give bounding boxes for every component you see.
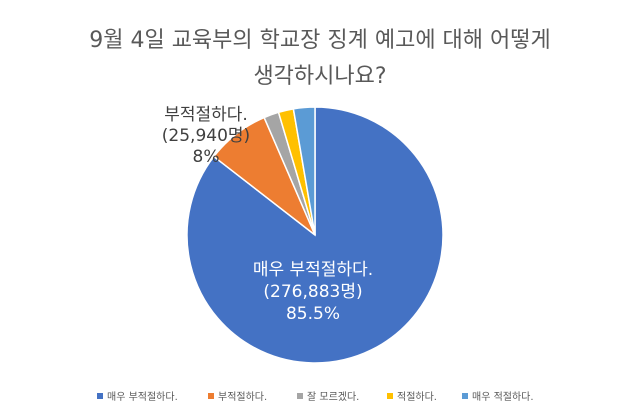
chart-title-line-1: 9월 4일 교육부의 학교장 징계 예고에 대해 어떻게 — [89, 28, 551, 53]
data-labels: 매우 부적절하다. (276,883명) 85.5% 부적절하다. (25,94… — [162, 105, 373, 324]
chart-title-line-2: 생각하시나요? — [253, 64, 386, 89]
data-label-inappropriate-name: 부적절하다. — [164, 105, 248, 125]
legend-swatch-very-appropriate — [462, 393, 468, 399]
pie-slice-very-inappropriate — [186, 106, 444, 364]
chart-title: 9월 4일 교육부의 학교장 징계 예고에 대해 어떻게 생각하시나요? — [89, 28, 551, 89]
pie-slice-very-appropriate — [292, 106, 316, 236]
data-label-very-inappropriate-percent: 85.5% — [286, 304, 340, 324]
legend-swatch-not-sure — [297, 393, 303, 399]
legend-swatch-inappropriate — [208, 393, 214, 399]
legend-swatch-appropriate — [387, 393, 393, 399]
data-label-inappropriate-percent: 8% — [193, 147, 220, 167]
legend-label-not-sure: 잘 모르겠다. — [307, 391, 359, 403]
pie-slices — [186, 106, 444, 364]
legend-label-appropriate: 적절하다. — [397, 390, 437, 403]
data-label-very-inappropriate-name: 매우 부적절하다. — [253, 260, 373, 280]
chart-legend: 매우 부적절하다. 부적절하다. 잘 모르겠다. 적절하다. 매우 적절하다. — [97, 390, 534, 403]
legend-label-inappropriate: 부적절하다. — [218, 390, 267, 403]
legend-label-very-inappropriate: 매우 부적절하다. — [107, 390, 178, 403]
data-label-inappropriate-count: (25,940명) — [162, 126, 250, 146]
legend-label-very-appropriate: 매우 적절하다. — [472, 390, 534, 403]
data-label-very-inappropriate-count: (276,883명) — [263, 282, 362, 302]
legend-swatch-very-inappropriate — [97, 393, 103, 399]
